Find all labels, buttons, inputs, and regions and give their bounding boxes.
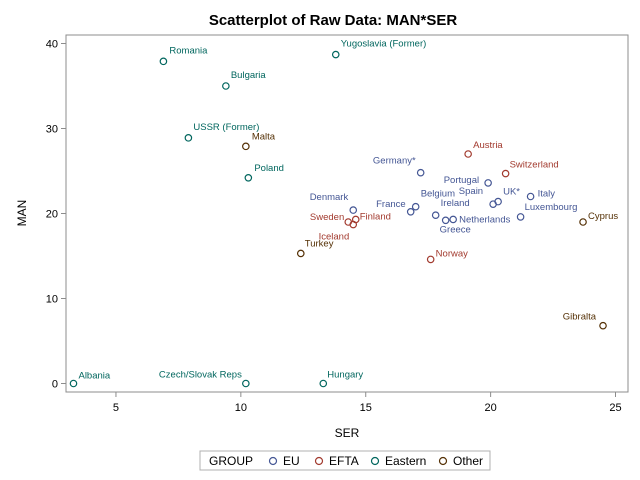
data-point	[184, 134, 193, 142]
data-points: Romania Yugoslavia (Former) Bulgaria USSR (…	[69, 39, 618, 388]
data-point	[296, 249, 305, 258]
data-point	[349, 206, 358, 214]
point-label: Belgium	[421, 189, 455, 200]
y-tick-label: 10	[46, 294, 58, 306]
data-point	[484, 179, 492, 187]
point-label: Bulgaria	[231, 70, 267, 81]
point-label: Gibralta	[563, 312, 597, 323]
plot-area-frame	[65, 34, 629, 393]
legend-marker	[314, 456, 324, 466]
data-point	[416, 168, 425, 177]
x-axis: 5 10 15 20 25	[113, 392, 622, 414]
point-label: Malta	[252, 131, 276, 142]
data-point	[411, 202, 420, 211]
y-tick-label: 40	[46, 39, 58, 51]
point-label: France	[376, 199, 406, 210]
point-label: Yugoslavia (Former)	[341, 39, 427, 50]
data-point	[406, 208, 415, 216]
legend-entry-label: EU	[283, 454, 300, 468]
legend-marker	[438, 456, 448, 466]
point-label: Cyprus	[588, 211, 618, 222]
point-label: Turkey	[305, 238, 334, 249]
x-tick-label: 5	[113, 402, 119, 414]
x-tick-label: 20	[484, 402, 496, 414]
data-point	[464, 150, 472, 158]
point-label: Norway	[436, 248, 468, 259]
point-label: Austria	[473, 140, 503, 151]
data-point	[159, 57, 168, 66]
data-point	[526, 192, 535, 201]
x-tick-label: 25	[609, 402, 621, 414]
point-label: Romania	[169, 45, 208, 56]
y-axis: 0 10 20 30 40	[46, 39, 66, 391]
data-point	[599, 321, 607, 330]
data-point	[501, 169, 510, 178]
legend-marker	[370, 456, 380, 466]
data-point	[244, 174, 253, 182]
point-label: Ireland	[441, 198, 470, 209]
data-point	[441, 216, 450, 225]
point-label: Netherlands	[459, 214, 510, 225]
y-tick-label: 0	[52, 379, 58, 391]
data-point	[331, 50, 340, 59]
y-tick-label: 20	[46, 209, 58, 221]
point-label: USSR (Former)	[193, 122, 259, 133]
point-label: Albania	[78, 371, 110, 382]
data-point	[494, 197, 502, 206]
point-label: Finland	[360, 211, 391, 222]
point-label: Germany*	[373, 156, 416, 167]
data-point	[242, 142, 250, 151]
point-label: Switzerland	[510, 160, 559, 171]
x-tick-label: 10	[235, 402, 247, 414]
point-label: Italy	[538, 189, 556, 200]
point-label: UK*	[503, 187, 520, 198]
data-point	[349, 220, 358, 229]
legend-title: GROUP	[209, 454, 253, 468]
point-label: Denmark	[310, 192, 349, 203]
legend: GROUP EU EFTA Eastern Other	[199, 450, 491, 471]
legend-entry-label: Eastern	[385, 454, 426, 468]
data-point	[319, 379, 328, 388]
data-point	[579, 218, 587, 226]
data-point	[516, 213, 525, 221]
legend-frame	[199, 450, 491, 471]
legend-marker	[268, 456, 278, 466]
point-label: Hungary	[327, 370, 363, 381]
point-label: Sweden	[310, 212, 344, 223]
legend-entry-label: EFTA	[329, 454, 359, 468]
y-axis-label: MAN	[15, 200, 29, 227]
point-label: Portugal	[444, 175, 479, 186]
point-label: Poland	[254, 163, 284, 174]
data-point	[242, 379, 250, 388]
point-label: Czech/Slovak Reps	[159, 370, 242, 381]
data-point	[69, 379, 78, 388]
y-tick-label: 30	[46, 124, 58, 136]
x-tick-label: 15	[360, 402, 372, 414]
point-label: Iceland	[319, 232, 350, 243]
chart-title: Scatterplot of Raw Data: MAN*SER	[209, 12, 458, 29]
point-label: Luxembourg	[525, 202, 578, 213]
point-label: Spain	[459, 186, 483, 197]
x-axis-label: SER	[335, 426, 360, 440]
data-point	[449, 215, 457, 224]
data-point	[426, 255, 435, 264]
point-label: Greece	[440, 224, 471, 235]
data-point	[431, 211, 440, 220]
legend-entry-label: Other	[453, 454, 483, 468]
data-point	[222, 82, 230, 90]
